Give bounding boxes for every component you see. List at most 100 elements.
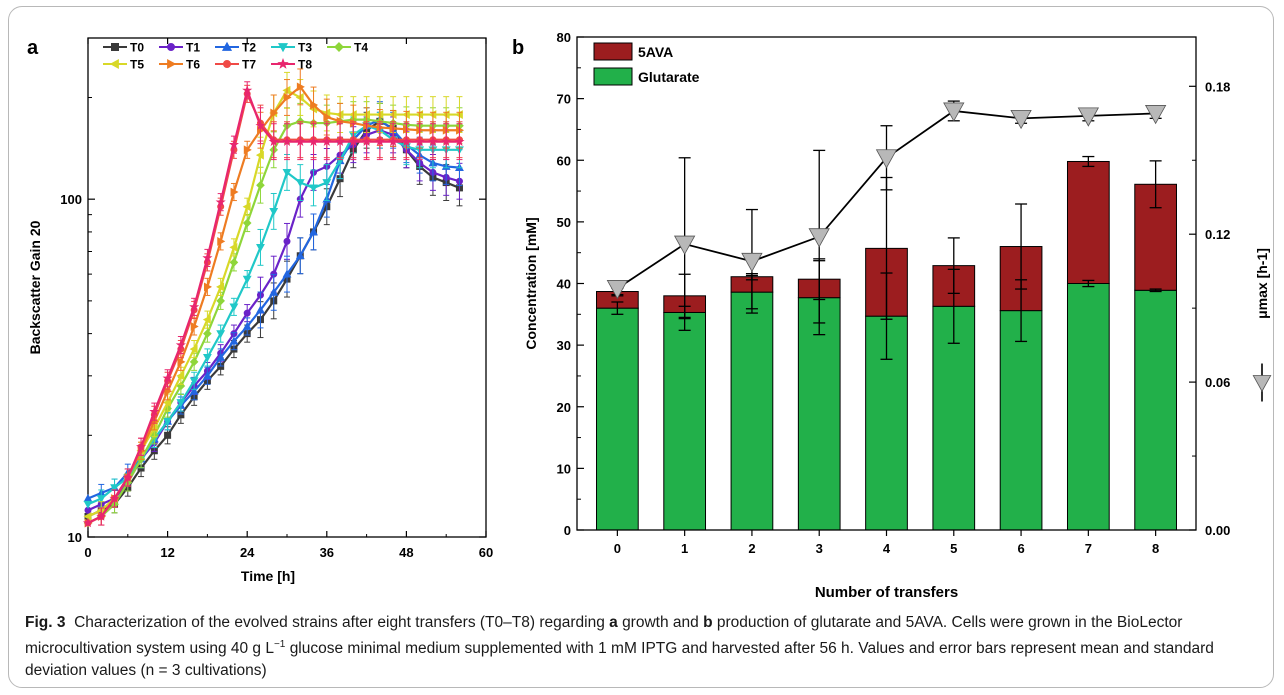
panel-b-y-tick-label: 10	[557, 461, 571, 476]
data-point	[203, 329, 212, 338]
panel-a-growth-chart: a 0 12 24 36 48 60 10 100 Time [h] Backscatter Gai…	[27, 37, 493, 584]
bar-glutarate	[1066, 283, 1110, 531]
panel-b-x-tick-label: 0	[614, 541, 621, 556]
data-point	[323, 112, 332, 122]
mu-max-point	[1010, 109, 1032, 130]
legend-label: T3	[298, 41, 312, 55]
data-point	[203, 282, 212, 292]
data-point	[215, 196, 226, 207]
caption-text-3: production of glutarate and 5AVA. Cells …	[25, 614, 1183, 658]
legend-marker	[334, 42, 344, 52]
data-point	[189, 301, 200, 312]
legend-label: 5AVA	[638, 44, 673, 60]
series-T8	[82, 81, 465, 528]
data-point	[441, 136, 452, 146]
data-point	[216, 282, 225, 292]
data-point	[296, 82, 305, 92]
data-point	[256, 180, 265, 190]
data-point	[176, 371, 185, 381]
panel-b-x-tick-label: 7	[1085, 541, 1092, 556]
data-point	[283, 93, 292, 102]
data-point	[281, 136, 293, 146]
panel-b-x-axis-label: Number of transfers	[815, 584, 958, 601]
bar-glutarate	[797, 297, 841, 531]
legend-label: T0	[130, 41, 144, 55]
data-point	[283, 237, 291, 245]
panel-b-y2-tick-label: 0.00	[1205, 523, 1230, 538]
legend-label: Glutarate	[638, 69, 700, 85]
panel-a-x-tick-label: 0	[84, 545, 91, 560]
data-point	[454, 136, 465, 146]
data-point	[427, 136, 438, 146]
data-point	[189, 386, 199, 395]
data-point	[164, 431, 172, 439]
data-point	[189, 377, 199, 386]
legend-label: T6	[186, 58, 200, 72]
panel-b-x-tick-label: 4	[883, 541, 891, 556]
panel-a-letter: a	[27, 37, 39, 59]
legend-marker	[221, 41, 233, 51]
data-point	[388, 136, 399, 146]
caption-panel-b-label: b	[703, 614, 713, 631]
y2-label-marker	[1252, 375, 1272, 393]
panel-a-x-tick-label: 48	[399, 545, 413, 560]
data-point	[149, 406, 160, 416]
data-point	[295, 136, 306, 146]
data-point	[162, 372, 173, 383]
data-point	[255, 120, 266, 131]
legend-marker	[277, 58, 289, 69]
panel-b-y2-tick-label: 0.06	[1205, 375, 1230, 390]
data-point	[163, 398, 172, 407]
data-point	[83, 512, 92, 521]
mu-max-point	[606, 280, 629, 300]
data-point	[83, 500, 93, 509]
bar-glutarate	[1134, 289, 1177, 531]
data-point	[295, 179, 305, 188]
data-point	[322, 179, 332, 188]
legend-marker	[277, 43, 289, 53]
data-point	[175, 339, 186, 350]
data-point	[163, 417, 173, 426]
panel-b-x-tick-label: 8	[1152, 541, 1159, 556]
data-point	[242, 275, 252, 284]
legend-item-T5: T5	[103, 58, 144, 72]
panel-b-production-chart: b 0 10 20 30 40 50 60 70 80 0.00 0.06 0.12 0.18 0 1 2 3 4 5…	[512, 30, 1272, 601]
data-point	[414, 136, 425, 146]
data-point	[189, 357, 199, 367]
data-point	[256, 305, 265, 314]
y2-label-marker-group	[1252, 375, 1272, 393]
data-point	[228, 139, 239, 149]
data-point	[229, 303, 239, 312]
data-point	[243, 309, 251, 317]
data-point	[217, 236, 226, 246]
data-point	[229, 336, 239, 345]
data-point	[308, 136, 319, 146]
caption-superscript: −1	[273, 639, 286, 650]
bar-glutarate	[730, 291, 774, 531]
bar-glutarate	[596, 307, 639, 531]
legend-label: T1	[186, 41, 200, 55]
mu-max-point	[1077, 107, 1100, 127]
panel-b-x-tick-label: 5	[950, 541, 957, 556]
panel-b-y-tick-label: 50	[557, 215, 571, 230]
data-point	[321, 136, 332, 146]
panel-b-y-axis-label: Concentration [mM]	[523, 217, 539, 349]
data-point	[269, 208, 279, 216]
caption-text-1: Characterization of the evolved strains …	[74, 614, 605, 631]
panel-b-x-tick-label: 1	[681, 541, 688, 556]
mu-max-point	[943, 102, 965, 122]
data-point	[242, 85, 253, 95]
figure-frame	[8, 6, 1274, 688]
panel-b-y-tick-label: 60	[557, 153, 571, 168]
data-point	[348, 136, 359, 146]
panel-a-x-tick-label: 24	[240, 545, 255, 560]
legend-item-T4: T4	[327, 41, 368, 55]
data-point	[374, 136, 385, 146]
data-point	[255, 150, 264, 160]
data-point	[96, 511, 107, 521]
legend-label: T5	[130, 58, 144, 72]
bar-glutarate	[663, 311, 707, 531]
mu-max-point	[673, 235, 696, 255]
panel-b-y2-axis-label-text: μmax [h-1]	[1254, 248, 1270, 319]
